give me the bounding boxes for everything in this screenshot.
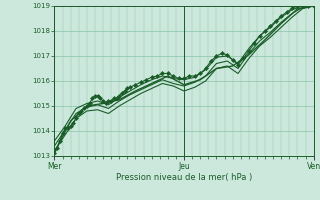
X-axis label: Pression niveau de la mer( hPa ): Pression niveau de la mer( hPa ) <box>116 173 252 182</box>
